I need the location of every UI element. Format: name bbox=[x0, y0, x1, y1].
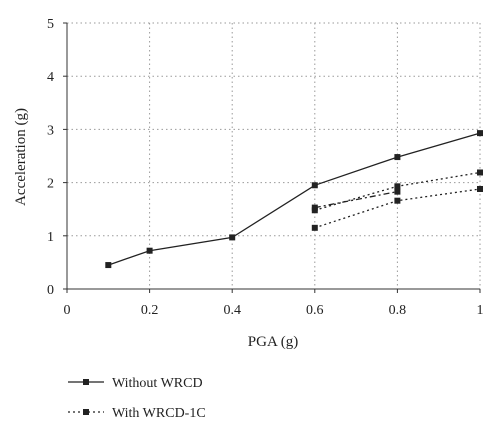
legend: Without WRCD With WRCD-1C bbox=[68, 376, 206, 421]
data-point bbox=[477, 130, 483, 137]
x-tick-label: 1 bbox=[477, 303, 484, 318]
data-point bbox=[394, 188, 401, 195]
y-tick-label: 1 bbox=[47, 230, 54, 245]
x-tick-label: 0.8 bbox=[389, 303, 407, 318]
y-tick-label: 5 bbox=[47, 17, 54, 32]
data-point bbox=[394, 183, 401, 190]
data-point bbox=[229, 234, 236, 241]
series-group bbox=[105, 130, 483, 269]
legend-label: Without WRCD bbox=[112, 376, 203, 391]
data-point bbox=[477, 169, 483, 176]
axes bbox=[63, 22, 481, 293]
y-tick-label: 2 bbox=[47, 177, 54, 192]
x-tick-label: 0.4 bbox=[223, 303, 241, 318]
legend-marker bbox=[83, 379, 89, 385]
x-tick-label: 0.6 bbox=[306, 303, 324, 318]
data-point bbox=[311, 204, 318, 211]
y-axis-label: Acceleration (g) bbox=[13, 108, 29, 206]
x-axis-label: PGA (g) bbox=[248, 334, 298, 350]
data-point bbox=[394, 154, 401, 161]
series-line-4 bbox=[314, 190, 398, 209]
y-tick-label: 3 bbox=[47, 123, 54, 138]
x-tick-label: 0.2 bbox=[141, 303, 159, 318]
x-tick-label: 0 bbox=[64, 303, 71, 318]
data-point bbox=[394, 197, 401, 204]
data-point bbox=[311, 224, 318, 231]
data-point bbox=[146, 247, 153, 254]
y-tick-label: 4 bbox=[47, 70, 54, 85]
legend-label: With WRCD-1C bbox=[112, 406, 206, 421]
data-point bbox=[311, 182, 318, 189]
series-line-1 bbox=[108, 132, 481, 266]
data-point bbox=[477, 185, 483, 192]
tick-labels: 0 0.2 0.4 0.6 0.8 1 0 1 2 3 4 5 bbox=[47, 17, 484, 318]
data-point bbox=[105, 262, 112, 269]
grid bbox=[67, 22, 481, 289]
legend-marker bbox=[83, 409, 89, 415]
y-tick-label: 0 bbox=[47, 283, 54, 298]
